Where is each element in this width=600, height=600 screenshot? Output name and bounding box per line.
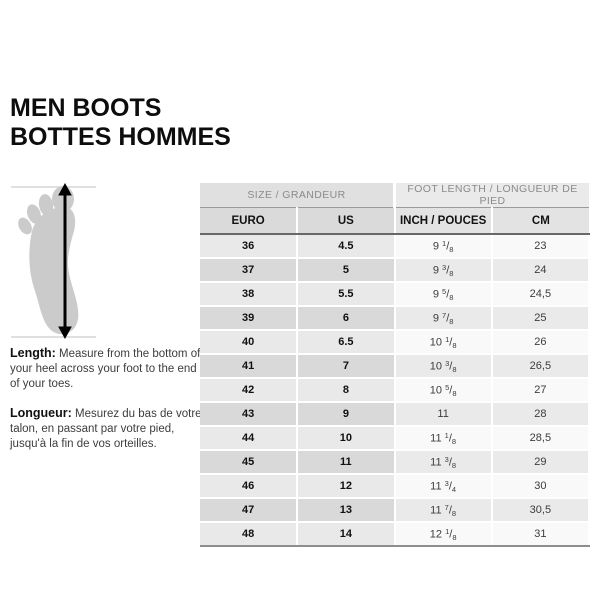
us-size-cell: 10 xyxy=(297,426,396,451)
inch-length-cell: 11 3/8 xyxy=(394,450,493,475)
longueur-text: Mesurez du bas de votre talon, en passan… xyxy=(10,408,202,450)
euro-size-cell: 42 xyxy=(200,378,299,403)
group-header-size: SIZE / GRANDEUR xyxy=(200,183,395,208)
us-size-cell: 7 xyxy=(297,354,396,379)
inch-length-cell: 12 1/8 xyxy=(394,522,493,547)
column-header-row: EURO US INCH / POUCES CM xyxy=(200,207,589,235)
column-header-us: US xyxy=(297,207,396,235)
cm-length-cell: 30 xyxy=(491,474,591,499)
cm-length-cell: 24,5 xyxy=(491,282,591,307)
page-title-en: MEN BOOTS xyxy=(10,94,162,122)
foot-shape-icon xyxy=(18,186,79,335)
column-header-euro: EURO xyxy=(200,207,299,235)
table-row: 37 5 9 3/8 24 xyxy=(200,258,591,283)
us-size-cell: 5 xyxy=(297,258,396,283)
euro-size-cell: 37 xyxy=(200,258,299,283)
inch-length-cell: 11 1/8 xyxy=(394,426,493,451)
us-size-cell: 6 xyxy=(297,306,396,331)
us-size-cell: 8 xyxy=(297,378,396,403)
euro-size-cell: 48 xyxy=(200,522,299,547)
cm-length-cell: 26,5 xyxy=(491,354,591,379)
inch-length-cell: 11 3/4 xyxy=(394,474,493,499)
table-row: 36 4.5 9 1/8 23 xyxy=(200,234,591,259)
group-header-foot-length: FOOT LENGTH / LONGUEUR DE PIED xyxy=(393,183,589,208)
cm-length-cell: 29 xyxy=(491,450,591,475)
table-row: 47 13 11 7/8 30,5 xyxy=(200,498,591,523)
euro-size-cell: 41 xyxy=(200,354,299,379)
us-size-cell: 9 xyxy=(297,402,396,427)
inch-length-cell: 10 1/8 xyxy=(394,330,493,355)
us-size-cell: 14 xyxy=(297,522,396,547)
inch-length-cell: 9 3/8 xyxy=(394,258,493,283)
us-size-cell: 5.5 xyxy=(297,282,396,307)
table-row: 42 8 10 5/8 27 xyxy=(200,378,591,403)
length-label: Length: xyxy=(10,346,56,360)
inch-length-cell: 11 xyxy=(394,402,493,427)
cm-length-cell: 25 xyxy=(491,306,591,331)
cm-length-cell: 24 xyxy=(491,258,591,283)
page-title-fr: BOTTES HOMMES xyxy=(10,123,231,151)
table-row: 41 7 10 3/8 26,5 xyxy=(200,354,591,379)
inch-length-cell: 9 1/8 xyxy=(394,234,493,259)
measure-arrow-icon xyxy=(58,182,72,340)
cm-length-cell: 23 xyxy=(491,234,591,259)
longueur-label: Longueur: xyxy=(10,406,72,420)
cm-length-cell: 27 xyxy=(491,378,591,403)
cm-length-cell: 28,5 xyxy=(491,426,591,451)
table-row: 46 12 11 3/4 30 xyxy=(200,474,591,499)
cm-length-cell: 30,5 xyxy=(491,498,591,523)
page-title: MEN BOOTS BOTTES HOMMES xyxy=(10,94,231,152)
column-header-cm: CM xyxy=(491,207,589,235)
euro-size-cell: 40 xyxy=(200,330,299,355)
group-header-row: SIZE / GRANDEUR FOOT LENGTH / LONGUEUR D… xyxy=(200,183,589,208)
cm-length-cell: 28 xyxy=(491,402,591,427)
euro-size-cell: 46 xyxy=(200,474,299,499)
inch-length-cell: 9 7/8 xyxy=(394,306,493,331)
table-row: 39 6 9 7/8 25 xyxy=(200,306,591,331)
length-instruction-fr: Longueur: Mesurez du bas de votre talon,… xyxy=(10,406,206,452)
table-row: 48 14 12 1/8 31 xyxy=(200,522,591,547)
euro-size-cell: 47 xyxy=(200,498,299,523)
table-row: 38 5.5 9 5/8 24,5 xyxy=(200,282,591,307)
length-text: Measure from the bottom of your heel acr… xyxy=(10,348,201,390)
euro-size-cell: 43 xyxy=(200,402,299,427)
cm-length-cell: 31 xyxy=(491,522,591,547)
measuring-instructions: Length: Measure from the bottom of your … xyxy=(10,346,206,466)
euro-size-cell: 44 xyxy=(200,426,299,451)
us-size-cell: 11 xyxy=(297,450,396,475)
euro-size-cell: 38 xyxy=(200,282,299,307)
euro-size-cell: 45 xyxy=(200,450,299,475)
us-size-cell: 13 xyxy=(297,498,396,523)
us-size-cell: 4.5 xyxy=(297,234,396,259)
table-row: 44 10 11 1/8 28,5 xyxy=(200,426,591,451)
inch-length-cell: 10 5/8 xyxy=(394,378,493,403)
euro-size-cell: 39 xyxy=(200,306,299,331)
us-size-cell: 12 xyxy=(297,474,396,499)
inch-length-cell: 10 3/8 xyxy=(394,354,493,379)
table-row: 43 9 11 28 xyxy=(200,402,591,427)
table-row: 45 11 11 3/8 29 xyxy=(200,450,591,475)
size-chart-table: SIZE / GRANDEUR FOOT LENGTH / LONGUEUR D… xyxy=(200,183,591,547)
cm-length-cell: 26 xyxy=(491,330,591,355)
table-row: 40 6.5 10 1/8 26 xyxy=(200,330,591,355)
us-size-cell: 6.5 xyxy=(297,330,396,355)
inch-length-cell: 11 7/8 xyxy=(394,498,493,523)
column-header-inch: INCH / POUCES xyxy=(394,207,493,235)
length-instruction-en: Length: Measure from the bottom of your … xyxy=(10,346,206,392)
euro-size-cell: 36 xyxy=(200,234,299,259)
inch-length-cell: 9 5/8 xyxy=(394,282,493,307)
foot-measure-illustration xyxy=(11,182,96,340)
